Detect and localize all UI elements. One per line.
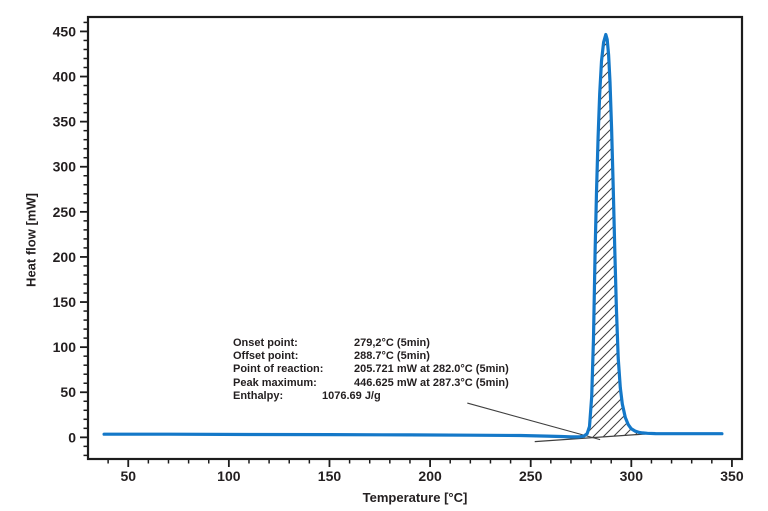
annotation-leader-line	[467, 402, 601, 441]
y-tick-label: 450	[53, 23, 77, 39]
annotation-label: Enthalpy:	[233, 389, 284, 402]
y-tick-label: 50	[60, 384, 76, 400]
annotation-value: 446.625 mW at 287.3°C (5min)	[354, 376, 509, 389]
y-tick-label: 400	[53, 69, 77, 85]
annotation-row: Enthalpy: 1076.69 J/g	[233, 390, 509, 403]
x-tick-label: 100	[217, 468, 241, 484]
x-tick-label: 250	[519, 468, 543, 484]
y-tick-label: 0	[68, 429, 76, 445]
annotation-label: Offset point:	[233, 350, 299, 363]
y-tick-label: 300	[53, 159, 77, 175]
x-tick-label: 200	[418, 468, 442, 484]
annotation-label: Peak maximum:	[233, 376, 317, 389]
annotation-value: 288.7°C (5min)	[354, 350, 430, 363]
y-tick-label: 150	[53, 294, 77, 310]
integration-baseline	[534, 433, 646, 443]
plot-border	[86, 15, 744, 461]
y-tick-label: 250	[53, 204, 77, 220]
x-tick-label: 50	[120, 468, 136, 484]
annotation-label: Point of reaction:	[233, 363, 324, 376]
x-tick-label: 300	[620, 468, 644, 484]
annotation-row: Onset point: 279,2°C (5min)	[233, 337, 509, 350]
annotation-row: Offset point: 288.7°C (5min)	[233, 350, 509, 363]
annotation-value: 279,2°C (5min)	[354, 337, 430, 349]
peak-hatch-area	[571, 34, 643, 440]
annotation-value: 1076.69 J/g	[322, 389, 381, 402]
y-axis-title: Heat flow [mW]	[23, 193, 39, 287]
annotation-value: 205.721 mW at 282.0°C (5min)	[354, 363, 509, 376]
annotation-row: Peak maximum: 446.625 mW at 287.3°C (5mi…	[233, 377, 509, 390]
y-tick-label: 200	[53, 249, 77, 265]
x-tick-label: 350	[720, 468, 744, 484]
annotation-row: Point of reaction: 205.721 mW at 282.0°C…	[233, 363, 509, 376]
x-axis-title: Temperature [°C]	[362, 490, 468, 505]
peak-annotation: Onset point: 279,2°C (5min) Offset point…	[233, 337, 509, 403]
x-tick-label: 150	[318, 468, 342, 484]
heat-flow-curve	[102, 32, 724, 439]
y-tick-label: 350	[53, 114, 77, 130]
y-tick-label: 100	[53, 339, 77, 355]
annotation-label: Onset point:	[233, 337, 298, 349]
